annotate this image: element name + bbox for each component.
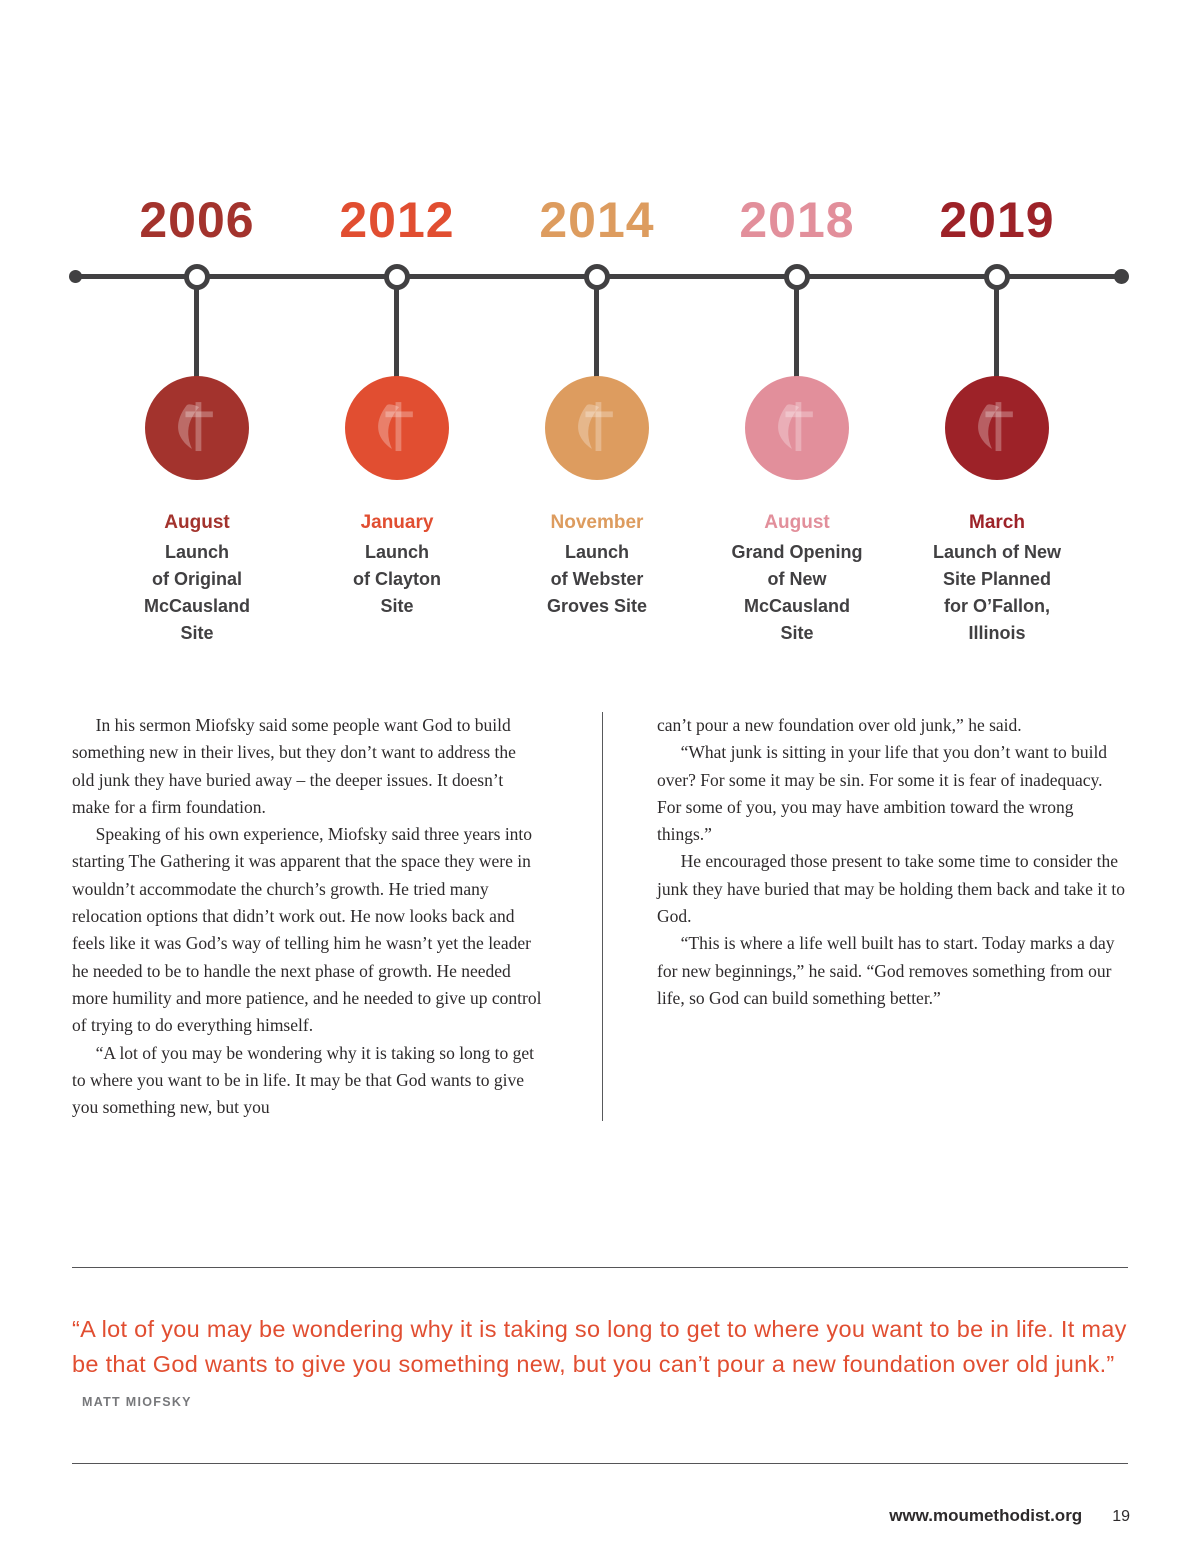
timeline-month: January: [360, 512, 434, 533]
timeline-label: November Launch of Webster Groves Site: [492, 509, 702, 620]
timeline-month: March: [969, 512, 1025, 533]
pull-quote: “A lot of you may be wondering why it is…: [72, 1312, 1134, 1416]
umc-cross-flame-icon: [745, 376, 849, 480]
timeline-stem: [594, 277, 599, 381]
paragraph: “A lot of you may be wondering why it is…: [72, 1042, 535, 1118]
pull-quote-top-rule: [72, 1267, 1128, 1268]
timeline-year: 2014: [539, 192, 655, 248]
paragraph: “What junk is sitting in your life that …: [657, 742, 1108, 845]
timeline-year: 2019: [939, 192, 1055, 248]
timeline-label: March Launch of New Site Planned for O’F…: [892, 509, 1102, 647]
article-column-right: can’t pour a new foundation over old jun…: [602, 712, 1130, 1122]
timeline-label: January Launch of Clayton Site: [292, 509, 502, 620]
timeline-node-circle: [384, 264, 410, 290]
article-body: In his sermon Miofsky said some people w…: [72, 712, 1130, 1122]
timeline-description: Launch of Original McCausland Site: [143, 541, 251, 643]
timeline-node-circle: [184, 264, 210, 290]
timeline-month: August: [764, 512, 830, 533]
page-footer: www.moumethodist.org 19: [889, 1506, 1130, 1526]
paragraph: In his sermon Miofsky said some people w…: [72, 715, 516, 817]
timeline-description: Launch of New Site Planned for O’Fallon,…: [932, 541, 1061, 643]
pull-quote-bottom-rule: [72, 1463, 1128, 1464]
timeline-description: Launch of Webster Groves Site: [546, 541, 648, 616]
timeline-month: November: [550, 512, 644, 533]
footer-page-number: 19: [1112, 1508, 1130, 1525]
pull-quote-attribution: MATT MIOFSKY: [82, 1395, 192, 1410]
timeline-start-dot: [69, 270, 82, 283]
timeline-label: August Grand Opening of New McCausland S…: [692, 509, 902, 647]
paragraph: He encouraged those present to take some…: [657, 851, 1125, 927]
paragraph: can’t pour a new foundation over old jun…: [657, 715, 1022, 735]
timeline-year: 2012: [339, 192, 455, 248]
timeline-description: Grand Opening of New McCausland Site: [731, 541, 863, 643]
timeline-node-circle: [584, 264, 610, 290]
timeline-year: 2018: [739, 192, 855, 248]
paragraph: “This is where a life well built has to …: [657, 933, 1115, 1008]
timeline-node-circle: [784, 264, 810, 290]
timeline-end-dot: [1114, 269, 1129, 284]
timeline-description: Launch of Clayton Site: [353, 541, 441, 616]
paragraph: Speaking of his own experience, Miofsky …: [72, 824, 542, 1036]
pull-quote-text: “A lot of you may be wondering why it is…: [72, 1316, 1127, 1377]
timeline-month: August: [164, 512, 230, 533]
timeline-stem: [994, 277, 999, 381]
umc-cross-flame-icon: [545, 376, 649, 480]
article-column-left: In his sermon Miofsky said some people w…: [72, 712, 542, 1121]
timeline-stem: [194, 277, 199, 381]
umc-cross-flame-icon: [345, 376, 449, 480]
timeline-node-circle: [984, 264, 1010, 290]
footer-website-url: www.moumethodist.org: [889, 1506, 1083, 1525]
timeline: 2006 August Launch of Original McCauslan…: [0, 0, 1200, 690]
timeline-stem: [794, 277, 799, 381]
timeline-label: August Launch of Original McCausland Sit…: [92, 509, 302, 647]
timeline-year: 2006: [139, 192, 255, 248]
umc-cross-flame-icon: [145, 376, 249, 480]
timeline-stem: [394, 277, 399, 381]
umc-cross-flame-icon: [945, 376, 1049, 480]
